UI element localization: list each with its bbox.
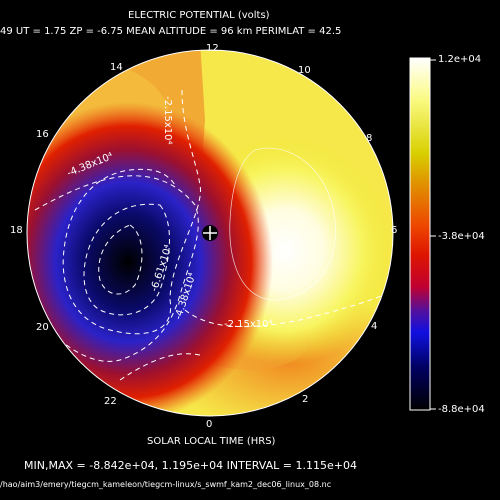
- x-axis-label: SOLAR LOCAL TIME (HRS): [147, 436, 276, 447]
- contour-line: [184, 289, 393, 328]
- pole-marker: [202, 225, 218, 241]
- file-path: /hao/aim3/emery/tiegcm_kameleon/tiegcm-l…: [0, 480, 332, 489]
- tick-label-10: 10: [298, 65, 311, 76]
- contour-label: -2.15x10⁴: [162, 96, 173, 145]
- run-parameters: 49 UT = 1.75 ZP = -6.75 MEAN ALTITUDE = …: [0, 26, 342, 37]
- colorbar-mid-label: -3.8e+04: [438, 231, 485, 242]
- min-max-readout: MIN,MAX = -8.842e+04, 1.195e+04 INTERVAL…: [24, 459, 357, 472]
- contour-line: [229, 147, 336, 301]
- contour-line: [34, 175, 199, 362]
- colorbar: [409, 57, 431, 411]
- tick-label-12: 12: [206, 43, 219, 54]
- tick-label-8: 8: [366, 133, 373, 144]
- contour-line: [119, 353, 201, 381]
- contour-lines: [34, 89, 393, 381]
- contour-line: [62, 89, 201, 335]
- tick-label-14: 14: [110, 62, 123, 73]
- plot-title: ELECTRIC POTENTIAL (volts): [128, 10, 270, 21]
- plot-boundary: [26, 49, 394, 417]
- tick-label-4: 4: [371, 321, 378, 332]
- colorbar-max-label: 1.2e+04: [438, 54, 482, 65]
- tick-label-16: 16: [36, 129, 49, 140]
- contour-line: [98, 224, 143, 295]
- tick-label-18: 18: [10, 225, 23, 236]
- tick-label-0: 0: [206, 419, 213, 430]
- tick-label-22: 22: [104, 396, 117, 407]
- contour-label: -2.15x10⁴: [224, 319, 273, 330]
- tick-label-2: 2: [302, 394, 309, 405]
- tick-label-6: 6: [391, 225, 398, 236]
- tick-label-20: 20: [36, 322, 49, 333]
- contour-line: [83, 203, 170, 316]
- colorbar-min-label: -8.8e+04: [438, 404, 485, 415]
